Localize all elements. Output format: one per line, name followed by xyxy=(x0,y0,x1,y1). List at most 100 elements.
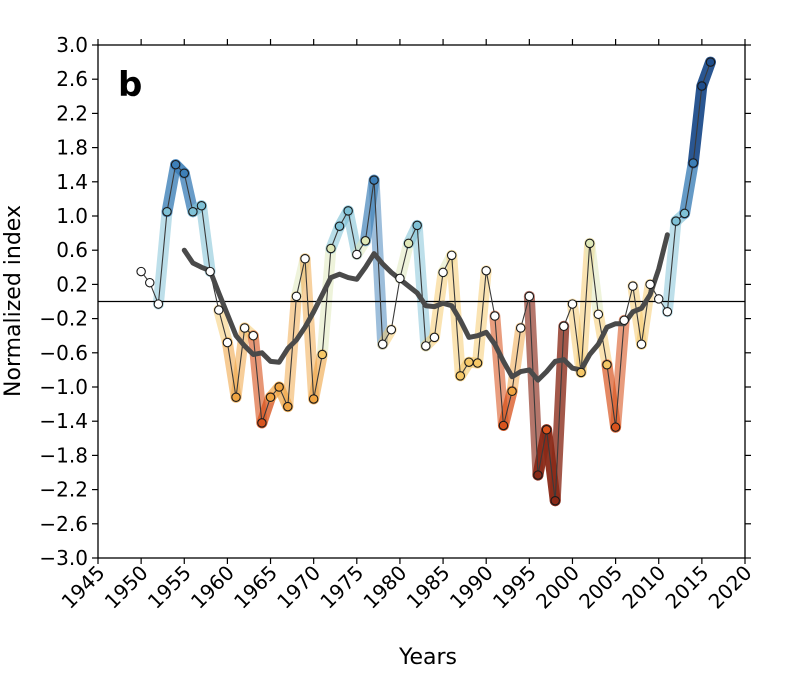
data-point xyxy=(438,267,448,278)
data-point xyxy=(205,266,215,277)
data-point xyxy=(515,323,526,333)
x-tick-label: 1955 xyxy=(143,561,196,614)
data-point xyxy=(214,305,224,315)
data-point xyxy=(283,401,293,412)
data-point xyxy=(446,250,457,261)
data-point xyxy=(619,315,629,326)
x-tick-label: 2005 xyxy=(574,561,627,614)
x-tick-label: 1975 xyxy=(315,561,368,614)
data-point xyxy=(369,175,379,185)
data-point xyxy=(533,470,543,480)
data-point xyxy=(136,266,146,277)
data-point xyxy=(671,216,681,226)
data-point xyxy=(567,299,578,309)
data-point xyxy=(421,341,431,351)
data-point xyxy=(403,238,414,249)
y-tick-label: 3.0 xyxy=(56,33,88,57)
panel-label: b xyxy=(118,65,142,105)
annual-points-layer xyxy=(136,57,716,506)
data-point xyxy=(653,294,664,304)
x-tick-label: 2010 xyxy=(617,561,670,614)
data-point xyxy=(334,221,345,232)
x-tick-label: 2020 xyxy=(704,561,757,614)
y-tick-label: −0.6 xyxy=(39,341,88,365)
data-point xyxy=(196,200,207,211)
data-point xyxy=(541,424,552,435)
plot-frame xyxy=(97,44,746,559)
y-tick-label: 1.0 xyxy=(56,204,88,228)
data-point xyxy=(602,360,612,370)
data-point xyxy=(300,254,310,264)
data-point xyxy=(179,168,190,179)
x-tick-label: 1980 xyxy=(359,561,412,614)
data-point xyxy=(153,299,164,309)
data-point xyxy=(688,158,698,168)
y-tick-label: −2.2 xyxy=(39,478,88,502)
x-tick-label: 1985 xyxy=(402,561,455,614)
smoothed-index-line xyxy=(181,232,670,383)
data-point xyxy=(360,236,371,246)
data-point xyxy=(248,330,259,341)
y-tick-label: −3.0 xyxy=(39,546,88,570)
data-point xyxy=(593,309,604,320)
data-point xyxy=(628,281,638,291)
x-tick-label: 1965 xyxy=(229,561,282,614)
y-tick-label: 1.8 xyxy=(56,136,88,160)
y-tick-label: −1.4 xyxy=(39,409,88,433)
data-point xyxy=(377,339,388,349)
data-point xyxy=(222,337,233,348)
data-point xyxy=(352,249,362,260)
data-point xyxy=(610,422,621,432)
x-tick-label: 1995 xyxy=(488,561,541,614)
data-point xyxy=(162,206,172,217)
y-tick-label: 2.2 xyxy=(56,101,88,125)
data-point xyxy=(170,159,181,170)
data-point xyxy=(412,220,422,231)
x-axis-label: Years xyxy=(398,645,457,670)
y-tick-label: 1.4 xyxy=(56,170,88,194)
data-point xyxy=(498,420,509,431)
data-point xyxy=(317,349,328,360)
data-point xyxy=(429,332,440,343)
x-tick-label: 1990 xyxy=(445,561,498,614)
data-point xyxy=(490,311,500,321)
data-point xyxy=(188,206,198,217)
x-tick-label: 2015 xyxy=(660,561,713,614)
data-point xyxy=(265,392,276,403)
data-point xyxy=(481,265,491,276)
data-point xyxy=(239,323,250,333)
y-tick-label: 0.6 xyxy=(56,238,88,262)
data-point xyxy=(705,57,716,67)
data-point xyxy=(395,273,405,284)
data-point xyxy=(524,291,535,302)
data-point xyxy=(231,392,241,403)
data-point xyxy=(455,371,466,381)
data-point xyxy=(291,291,302,302)
y-tick-label: −0.2 xyxy=(39,307,88,331)
x-tick-label: 2000 xyxy=(531,561,584,614)
data-point xyxy=(145,277,155,288)
data-point xyxy=(636,339,647,349)
data-point xyxy=(257,418,267,428)
data-point xyxy=(679,208,690,219)
data-point xyxy=(464,357,474,367)
data-point xyxy=(584,238,595,249)
data-point xyxy=(472,358,483,368)
data-point xyxy=(308,394,319,404)
data-point xyxy=(507,386,517,397)
y-tick-label: −1.0 xyxy=(39,375,88,399)
x-tick-label: 1960 xyxy=(186,561,239,614)
y-tick-label: −1.8 xyxy=(39,443,88,467)
x-tick-label: 1950 xyxy=(100,561,153,614)
y-tick-label: 0.2 xyxy=(56,272,88,296)
y-tick-label: −2.6 xyxy=(39,512,88,536)
anomaly-glow-layer xyxy=(152,56,716,507)
data-point xyxy=(559,321,569,332)
y-axis-label: Normalized index xyxy=(1,205,26,397)
data-point xyxy=(662,307,673,317)
x-tick-label: 1970 xyxy=(272,561,325,614)
y-tick-label: 2.6 xyxy=(56,67,88,91)
data-point xyxy=(343,206,353,216)
